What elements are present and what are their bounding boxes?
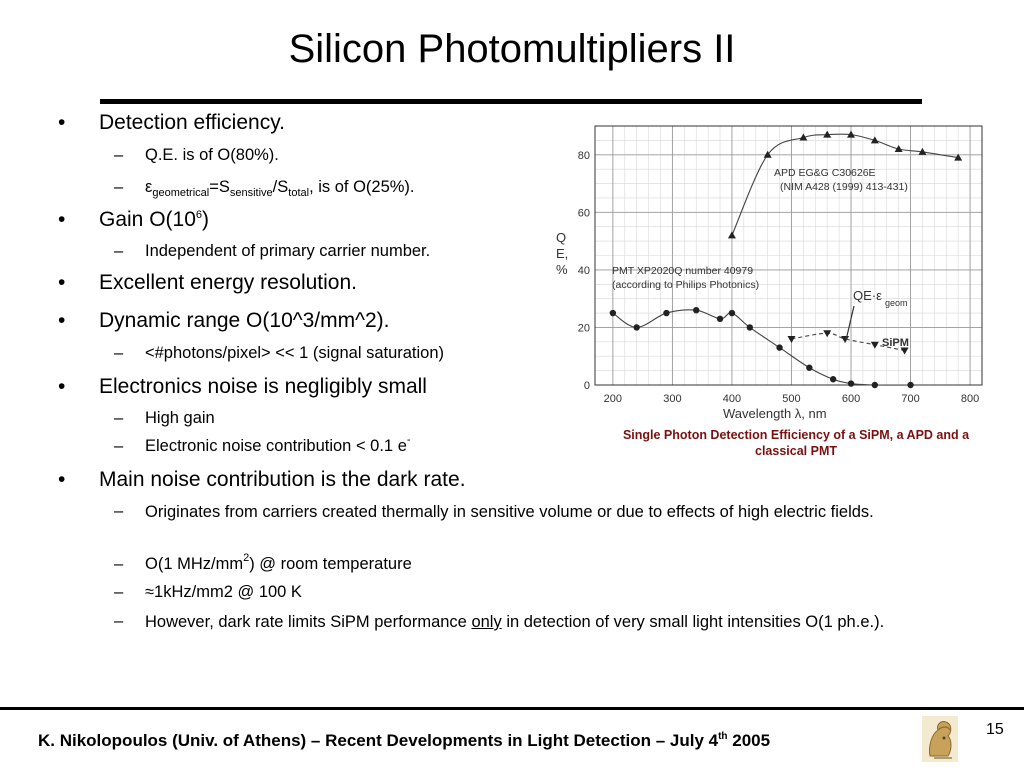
- sub-bullet-mark: –: [114, 242, 124, 260]
- qe-label: QE·ε geom: [845, 288, 908, 341]
- x-tick-label: 300: [663, 393, 681, 405]
- qe-label-sub: geom: [885, 298, 908, 308]
- bullet-text: Gain O(106): [99, 208, 210, 231]
- bullet-mark: •: [58, 208, 66, 231]
- sub-bullet-mark: –: [114, 583, 124, 601]
- data-point: [900, 347, 909, 355]
- bullet-mark: •: [58, 111, 66, 134]
- bullet-mark: •: [58, 375, 66, 398]
- data-point: [907, 381, 914, 389]
- page-number: 15: [986, 721, 1004, 738]
- y-tick-label: 40: [578, 265, 590, 277]
- y-tick-label: 20: [578, 322, 590, 334]
- bullet-text: Electronics noise is negligibly small: [99, 375, 427, 398]
- sub-bullet-mark: –: [114, 344, 124, 362]
- pmt-label-line1: PMT XP2020Q number 40979: [612, 265, 753, 277]
- data-point: [823, 130, 832, 138]
- x-axis-label: Wavelength λ, nm: [723, 406, 827, 421]
- x-tick-label: 500: [782, 393, 800, 405]
- y-axis-label-pct: %: [556, 262, 568, 277]
- data-point: [918, 147, 927, 155]
- x-tick-label: 200: [604, 393, 622, 405]
- bullet-mark: •: [58, 468, 66, 491]
- title-divider: [100, 99, 922, 104]
- pmt-label-line2: (according to Philips Photonics): [612, 279, 759, 291]
- apd-label-line2: (NIM A428 (1999) 413-431): [780, 181, 908, 193]
- y-axis-label-q: Q: [556, 230, 566, 245]
- pmt-label: PMT XP2020Q number 40979 (according to P…: [612, 265, 759, 291]
- qe-label-text: QE·ε: [853, 288, 882, 303]
- sub-bullet-text: O(1 MHz/mm2) @ room temperature: [145, 552, 412, 574]
- data-point: [776, 344, 783, 351]
- sub-bullet-mark: –: [114, 555, 124, 573]
- chart-ticks: 200 300 400 500 600 700 800 0 20 40 60 80: [578, 150, 980, 405]
- qe-pointer: [845, 305, 855, 341]
- sub-bullet-text: <#photons/pixel> << 1 (signal saturation…: [145, 344, 445, 362]
- bullet-mark: •: [58, 309, 66, 332]
- x-tick-label: 400: [723, 393, 741, 405]
- x-tick-label: 700: [901, 393, 919, 405]
- sub-bullet-text: ≈1kHz/mm2 @ 100 K: [145, 583, 302, 601]
- data-point: [716, 315, 724, 323]
- data-point: [870, 136, 879, 144]
- sub-bullet-text: εgeometrical=Ssensitive/Stotal, is of O(…: [145, 178, 415, 199]
- data-point: [829, 376, 837, 383]
- data-point: [806, 364, 813, 371]
- sub-bullet-mark: –: [114, 146, 124, 164]
- sub-bullet-text: Electronic noise contribution < 0.1 e-: [145, 434, 411, 456]
- footer-divider: [0, 707, 1024, 710]
- athena-logo-icon: [922, 716, 958, 762]
- data-point: [799, 133, 808, 141]
- x-tick-label: 800: [961, 393, 979, 405]
- data-point: [954, 153, 963, 161]
- sub-bullet-text: Originates from carriers created thermal…: [145, 503, 874, 521]
- data-point: [609, 309, 617, 317]
- apd-label-line1: APD EG&G C30626E: [774, 167, 876, 179]
- bullet-mark: •: [58, 271, 66, 294]
- bullet-text: Detection efficiency.: [99, 111, 285, 134]
- y-axis-label-e: E,: [556, 246, 568, 261]
- sub-bullet-mark: –: [114, 409, 124, 427]
- bullet-text: Main noise contribution is the dark rate…: [99, 468, 466, 491]
- sub-bullet-mark: –: [114, 612, 124, 630]
- y-tick-label: 60: [578, 207, 590, 219]
- y-axis-label: Q E, %: [556, 230, 568, 277]
- data-point: [763, 150, 772, 158]
- data-point: [633, 324, 640, 331]
- data-point: [746, 324, 753, 331]
- chart-frame: [594, 125, 983, 386]
- y-tick-label: 80: [578, 150, 590, 162]
- data-point: [870, 341, 879, 349]
- sub-bullet-mark: –: [114, 437, 124, 455]
- data-point: [693, 306, 700, 314]
- bullet-text: Dynamic range O(10^3/mm^2).: [99, 309, 390, 332]
- data-point: [663, 309, 670, 317]
- figure-caption: Single Photon Detection Efficiency of a …: [622, 428, 970, 458]
- series-markers: [609, 130, 963, 389]
- sub-bullet-text: Independent of primary carrier number.: [145, 242, 431, 260]
- data-point: [847, 130, 856, 138]
- data-point: [787, 335, 796, 343]
- sub-bullet-text: However, dark rate limits SiPM performan…: [145, 613, 885, 631]
- sub-bullet-text: Q.E. is of O(80%).: [145, 146, 279, 164]
- data-point: [728, 309, 736, 317]
- sub-bullet-mark: –: [114, 502, 124, 520]
- data-point: [823, 330, 832, 338]
- slide-title: Silicon Photomultipliers II: [288, 27, 736, 71]
- data-point: [894, 145, 903, 153]
- sipm-label: SiPM: [882, 337, 909, 349]
- sub-bullet-mark: –: [114, 178, 124, 196]
- data-point: [871, 381, 879, 389]
- footer-text: K. Nikolopoulos (Univ. of Athens) – Rece…: [38, 731, 771, 750]
- data-point: [847, 380, 855, 387]
- sub-bullet-text: High gain: [145, 409, 215, 427]
- apd-label: APD EG&G C30626E (NIM A428 (1999) 413-43…: [774, 167, 908, 193]
- data-point: [727, 231, 736, 239]
- efficiency-chart: 200 300 400 500 600 700 800 0 20 40 60 80 Q E, % Wa…: [548, 118, 988, 428]
- x-tick-label: 600: [842, 393, 860, 405]
- y-tick-label: 0: [584, 380, 590, 392]
- bullet-text: Excellent energy resolution.: [99, 271, 357, 294]
